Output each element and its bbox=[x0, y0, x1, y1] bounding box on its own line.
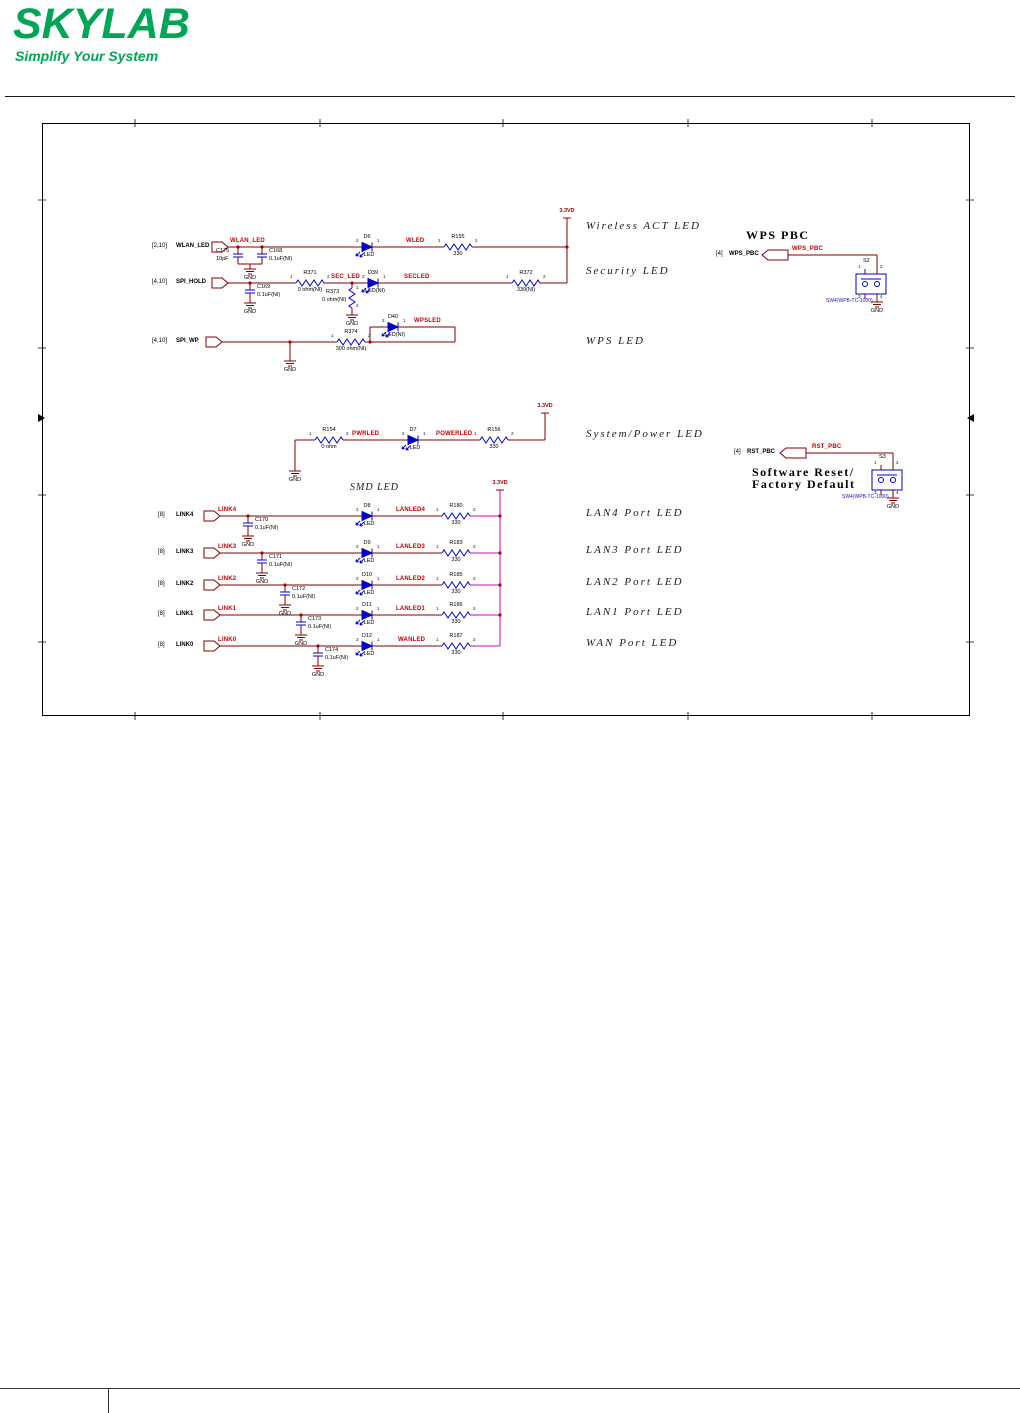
resistor-R180 bbox=[441, 512, 471, 520]
led-emission-arrow bbox=[355, 650, 361, 656]
resistor-R372 bbox=[511, 279, 541, 287]
junction-dot bbox=[368, 340, 372, 344]
resistor-R154 bbox=[314, 436, 344, 444]
port-shape-SPI_HOLD bbox=[211, 277, 229, 289]
port-shape-SPI_WP bbox=[205, 336, 223, 348]
resistor-R374 bbox=[336, 338, 366, 346]
led-emission-arrow bbox=[381, 331, 387, 337]
switch-contact bbox=[890, 477, 896, 483]
junction-dot bbox=[288, 340, 292, 344]
switch-contact bbox=[874, 281, 880, 287]
frame-zone-ticks bbox=[38, 119, 974, 720]
led-emission-arrow bbox=[401, 444, 407, 450]
resistor-R185 bbox=[441, 581, 471, 589]
led-diode-D39 bbox=[367, 277, 380, 289]
port-shape-WPS_PBC bbox=[761, 249, 789, 261]
port-shape-LINK0 bbox=[203, 640, 221, 652]
junction-dot bbox=[498, 514, 502, 518]
port-shape-LINK1 bbox=[203, 609, 221, 621]
resistor-R187 bbox=[441, 642, 471, 650]
led-emission-arrow bbox=[405, 445, 411, 451]
junction-dot bbox=[498, 551, 502, 555]
switch-body-S3 bbox=[871, 469, 903, 491]
led-emission-arrow bbox=[385, 332, 391, 338]
led-emission-arrow bbox=[359, 651, 365, 657]
led-emission-arrow bbox=[359, 252, 365, 258]
led-emission-arrow bbox=[359, 521, 365, 527]
led-emission-arrow bbox=[359, 590, 365, 596]
led-diode-D10 bbox=[361, 579, 374, 591]
port-shape-LINK2 bbox=[203, 579, 221, 591]
footer-column-divider bbox=[108, 1388, 109, 1413]
junction-dot bbox=[498, 613, 502, 617]
led-emission-arrow bbox=[355, 520, 361, 526]
junction-dot bbox=[565, 245, 569, 249]
junction-dot bbox=[350, 281, 354, 285]
junction-dot bbox=[498, 583, 502, 587]
led-emission-arrow bbox=[365, 288, 371, 294]
led-emission-arrow bbox=[355, 589, 361, 595]
port-shape-LINK3 bbox=[203, 547, 221, 559]
led-diode-D6 bbox=[361, 241, 374, 253]
resistor-R183 bbox=[441, 549, 471, 557]
port-shape-LINK4 bbox=[203, 510, 221, 522]
header-divider bbox=[5, 96, 1015, 97]
switch-contact bbox=[862, 281, 868, 287]
resistor-R155 bbox=[443, 243, 473, 251]
frame-zone-arrows bbox=[38, 414, 974, 422]
switch-contact bbox=[878, 477, 884, 483]
switch-body-S2 bbox=[855, 273, 887, 295]
brand-wordmark: SKYLAB bbox=[13, 0, 190, 48]
led-diode-D40 bbox=[387, 321, 400, 333]
resistor-R186 bbox=[441, 611, 471, 619]
led-emission-arrow bbox=[355, 619, 361, 625]
led-emission-arrow bbox=[355, 251, 361, 257]
led-emission-arrow bbox=[355, 557, 361, 563]
led-emission-arrow bbox=[361, 287, 367, 293]
port-shape-RST_PBC bbox=[779, 447, 807, 459]
led-diode-D12 bbox=[361, 640, 374, 652]
led-diode-D8 bbox=[361, 510, 374, 522]
led-emission-arrow bbox=[359, 558, 365, 564]
resistor-R373 bbox=[348, 287, 356, 309]
footer-divider bbox=[0, 1388, 1020, 1389]
port-shape-WLAN_LED bbox=[211, 241, 229, 253]
schematic-frame bbox=[42, 123, 970, 716]
resistor-R156 bbox=[479, 436, 509, 444]
led-diode-D7 bbox=[407, 434, 420, 446]
resistor-R371 bbox=[295, 279, 325, 287]
led-diode-D11 bbox=[361, 609, 374, 621]
led-diode-D9 bbox=[361, 547, 374, 559]
brand-tagline: Simplify Your System bbox=[15, 48, 159, 64]
led-emission-arrow bbox=[359, 620, 365, 626]
